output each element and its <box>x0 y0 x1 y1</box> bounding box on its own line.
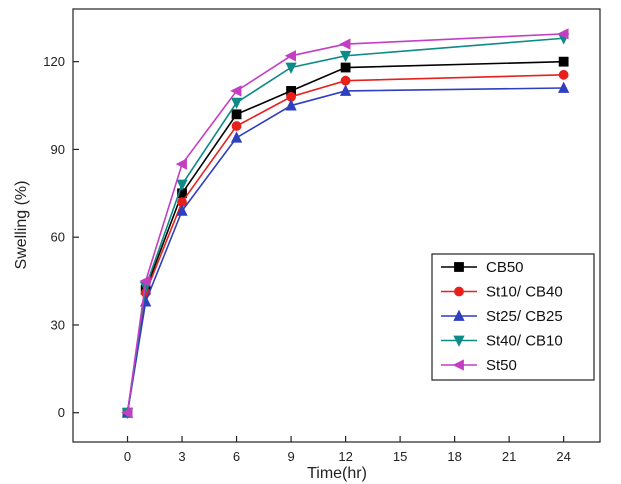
data-point <box>339 38 351 50</box>
legend-label: St50 <box>486 357 517 374</box>
data-point <box>558 69 569 80</box>
series-layer <box>121 28 570 420</box>
data-point <box>284 50 296 62</box>
data-point <box>339 84 352 96</box>
legend-marker <box>454 286 464 297</box>
data-point <box>176 179 188 191</box>
legend-label: CB50 <box>486 259 524 276</box>
x-tick-label: 24 <box>556 449 570 464</box>
legend-item: CB50 <box>441 259 524 276</box>
legend-label: St25/ CB25 <box>486 308 563 325</box>
x-tick-label: 18 <box>447 449 461 464</box>
series-group <box>121 28 569 419</box>
legend: CB50 St10/ CB40 St25/ CB25 St40/ CB10 St50 <box>431 253 595 381</box>
data-point <box>230 131 243 143</box>
data-point <box>340 75 351 86</box>
x-tick-label: 6 <box>233 449 240 464</box>
x-tick-label: 15 <box>393 449 407 464</box>
x-tick-label: 12 <box>338 449 352 464</box>
data-point <box>339 50 352 63</box>
data-point <box>139 275 151 287</box>
x-tick-label: 9 <box>287 449 294 464</box>
x-tick-label: 21 <box>502 449 516 464</box>
legend-item: St25/ CB25 <box>441 308 563 325</box>
series-group <box>121 33 570 420</box>
legend-marker <box>452 359 464 371</box>
x-axis-title: Time(hr) <box>307 465 367 482</box>
data-point <box>121 407 133 419</box>
plot-frame <box>72 8 601 443</box>
data-point <box>175 158 187 170</box>
data-point <box>231 121 242 131</box>
x-axis-ticks: 0 3 6 9 12 15 18 21 24 <box>124 436 571 464</box>
data-point <box>558 56 569 67</box>
data-point <box>558 81 570 93</box>
y-tick-label: 60 <box>51 230 65 245</box>
y-axis-ticks: 0 30 60 90 120 <box>43 54 79 420</box>
data-point <box>176 204 188 216</box>
y-tick-label: 30 <box>51 317 65 332</box>
data-point <box>230 85 242 97</box>
y-tick-label: 120 <box>43 54 65 69</box>
y-axis-title: Swelling (%) <box>13 181 30 270</box>
x-tick-label: 3 <box>178 449 185 464</box>
legend-item: St50 <box>441 357 517 374</box>
data-point <box>285 99 297 111</box>
legend-marker <box>454 262 464 272</box>
legend-marker <box>453 309 465 321</box>
data-point <box>230 97 243 110</box>
legend-item: St40/ CB10 <box>441 333 563 350</box>
y-tick-label: 90 <box>51 142 65 157</box>
x-tick-label: 0 <box>124 449 131 464</box>
legend-label: St40/ CB10 <box>486 333 563 350</box>
y-tick-label: 0 <box>58 405 65 420</box>
data-point <box>231 109 242 120</box>
legend-marker <box>453 335 465 347</box>
data-point <box>557 28 569 40</box>
legend-item: St10/ CB40 <box>441 284 563 301</box>
data-point <box>340 62 351 73</box>
legend-label: St10/ CB40 <box>486 284 563 301</box>
series-group <box>121 81 570 418</box>
data-point <box>285 62 297 74</box>
